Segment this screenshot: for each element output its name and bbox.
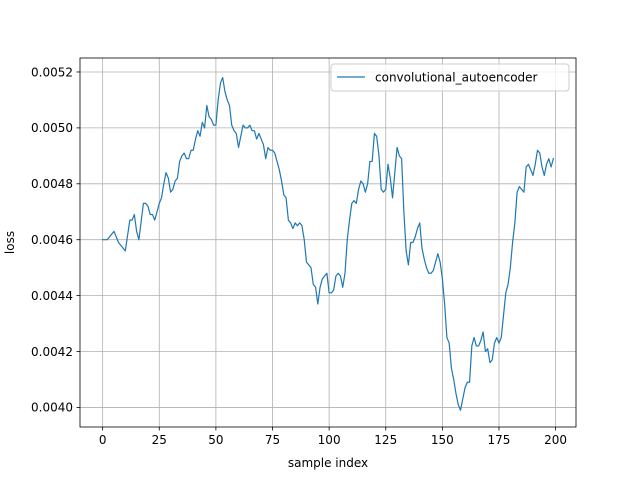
axes-frame bbox=[79, 57, 577, 428]
series-layer bbox=[102, 76, 555, 411]
x-tick-label: 150 bbox=[431, 433, 454, 447]
x-tick-label: 100 bbox=[318, 433, 341, 447]
series-line-convolutional-autoencoder bbox=[102, 76, 555, 411]
x-axis-ticks: 0 25 50 75 100 125 150 175 200 bbox=[99, 427, 567, 447]
x-tick-label: 50 bbox=[208, 433, 223, 447]
plot-area bbox=[80, 58, 576, 427]
x-tick-label: 200 bbox=[544, 433, 567, 447]
x-tick-label: 175 bbox=[488, 433, 511, 447]
legend-box bbox=[330, 63, 570, 92]
y-tick-label: 0.0042 bbox=[31, 345, 73, 359]
y-tick-label: 0.0044 bbox=[31, 289, 73, 303]
x-axis-label: sample index bbox=[288, 456, 368, 470]
x-tick-label: 125 bbox=[374, 433, 397, 447]
legend: convolutional_autoencoder bbox=[330, 63, 570, 92]
y-tick-label: 0.0046 bbox=[31, 233, 73, 247]
y-tick-label: 0.0048 bbox=[31, 177, 73, 191]
y-tick-label: 0.0052 bbox=[31, 65, 73, 79]
y-axis-label: loss bbox=[3, 231, 17, 254]
y-tick-label: 0.0050 bbox=[31, 121, 73, 135]
x-tick-label: 25 bbox=[152, 433, 167, 447]
y-axis-ticks: 0.0040 0.0042 0.0044 0.0046 0.0048 0.0050 0.00… bbox=[31, 65, 80, 415]
x-tick-label: 0 bbox=[99, 433, 107, 447]
x-tick-label: 75 bbox=[265, 433, 280, 447]
legend-entry-label: convolutional_autoencoder bbox=[375, 71, 538, 85]
y-tick-label: 0.0040 bbox=[31, 401, 73, 415]
